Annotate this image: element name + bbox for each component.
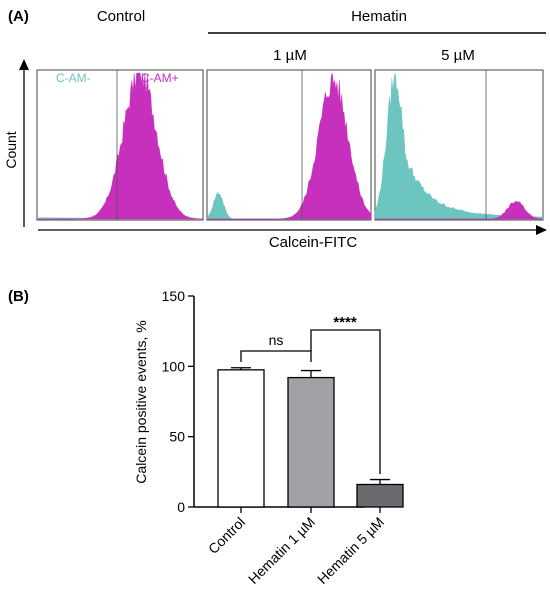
ns-label: ns — [269, 332, 284, 348]
histogram-hematin-5um — [374, 69, 544, 221]
count-axis-arrowhead — [19, 59, 29, 70]
x-tick-label: Hematin 1 µM — [245, 514, 318, 587]
panel-b-label: (B) — [8, 288, 29, 305]
bar-control — [217, 369, 265, 508]
x-tick-label: Control — [205, 514, 248, 557]
histogram-hematin-1um-frame — [206, 69, 372, 221]
histogram-control-frame — [36, 69, 204, 221]
y-tick-label: 100 — [162, 358, 186, 374]
count-axis-label: Count — [3, 131, 19, 168]
calcein-axis-arrowhead — [536, 225, 547, 235]
histogram-series-c-am-positive — [207, 72, 372, 220]
histogram-hematin-1um-plot — [206, 72, 372, 220]
histogram-control-plot — [37, 72, 204, 220]
subgroup-5um-label: 5 µM — [441, 47, 475, 64]
histogram-series-c-am-positive — [375, 200, 544, 220]
ns-bracket — [240, 350, 312, 362]
histogram-hematin-5um-frame — [374, 69, 544, 221]
histogram-hematin-1um — [206, 69, 372, 221]
y-tick-label: 0 — [177, 499, 185, 515]
y-tick-label: 150 — [162, 288, 186, 304]
histogram-series-c-am-negative — [374, 72, 544, 220]
x-tick-label: Hematin 5 µM — [314, 514, 387, 587]
histogram-hematin-5um-plot — [374, 72, 544, 220]
bar-hematin-1um — [287, 376, 335, 508]
group-hematin-label: Hematin — [351, 8, 407, 25]
y-tick-label: 50 — [169, 429, 185, 445]
subgroup-1um-label: 1 µM — [273, 47, 307, 64]
gate-positive-label: C-AM+ — [141, 71, 179, 85]
panel-a-label: (A) — [8, 8, 29, 25]
significance-stars: **** — [333, 314, 357, 331]
histogram-series-c-am-positive — [37, 72, 204, 220]
gate-negative-label: C-AM- — [56, 71, 91, 85]
group-control-label: Control — [97, 8, 145, 25]
significance-bracket — [310, 329, 381, 474]
histogram-control: C-AM- C-AM+ — [36, 69, 204, 221]
bar-y-axis-label: Calcein positive events, % — [133, 320, 149, 483]
calcein-axis-label: Calcein-FITC — [269, 234, 358, 251]
bar-hematin-5um — [356, 483, 404, 508]
